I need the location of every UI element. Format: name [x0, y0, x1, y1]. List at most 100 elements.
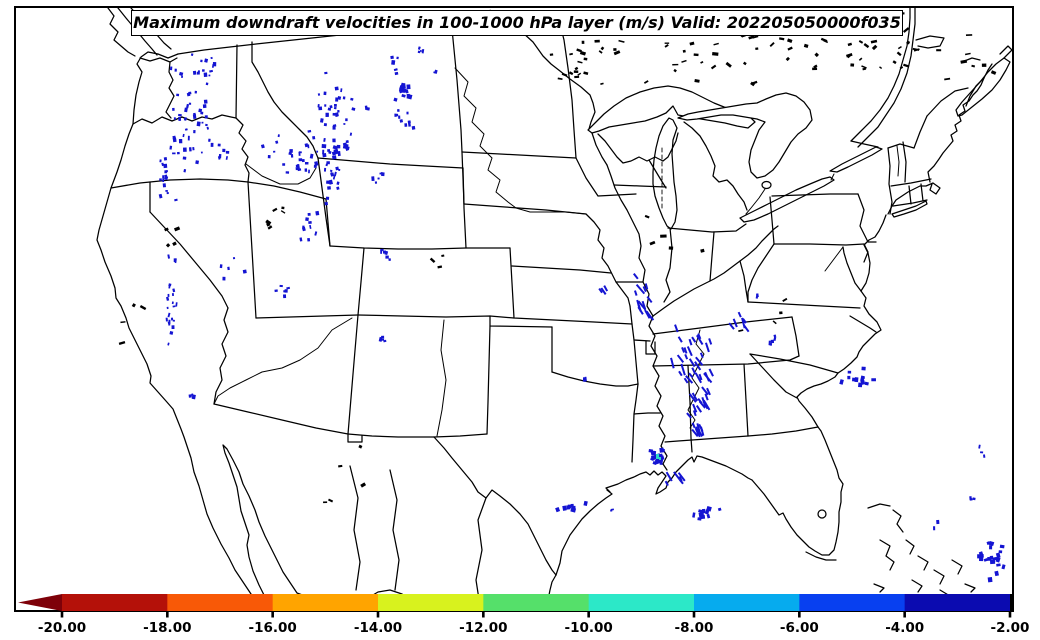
border-de-md: [863, 243, 869, 263]
border-or-id-snake: [235, 117, 250, 183]
rio-grande-nm: [436, 319, 447, 437]
border-mi-in-oh: [667, 223, 747, 233]
border-va-nc: [747, 301, 861, 309]
missouri-river-border: [585, 213, 631, 307]
missouri-river-dakotas: [454, 67, 587, 215]
border-40n-ne-ks: [511, 265, 612, 274]
coastline-puget: [139, 57, 178, 63]
colorbar-tick: [1008, 611, 1012, 618]
border-pa-south-mason-dixon: [773, 243, 865, 246]
colorbar-tick-label: -4.00: [885, 620, 924, 636]
island-grand-bahama: [867, 503, 891, 509]
border-ny-east: [887, 147, 893, 215]
island-bahama-7: [911, 579, 923, 593]
colorbar-tick-label: -10.00: [565, 620, 613, 636]
border-in-oh: [709, 231, 715, 282]
colorbar-tick: [166, 611, 169, 618]
island-andros: [879, 539, 895, 571]
border-nm-bootheel: [347, 433, 363, 443]
plot-title: Maximum downdraft velocities in 100-1000…: [131, 10, 903, 36]
border-ma-north: [890, 178, 932, 187]
border-mn-west-south: [575, 157, 637, 197]
st-lawrence-river: [850, 8, 911, 142]
coastline-delmarva-nj: [860, 214, 887, 292]
nova-scotia: [955, 57, 1011, 117]
gaspe-peninsula: [915, 35, 945, 49]
lake-ontario: [829, 146, 883, 173]
border-nh-me: [913, 115, 928, 149]
border-nd-sd: [461, 151, 577, 159]
border-ri-ma: [920, 183, 924, 202]
border-ma-south: [892, 199, 928, 207]
border-ca-az-colorado: [213, 307, 229, 405]
border-tn-south-35n: [652, 355, 800, 367]
colorbar-tick-label: -12.00: [459, 620, 507, 636]
coastline-atlantic-south: [796, 290, 882, 428]
border-tx-32n: [433, 433, 488, 438]
data-specks: [158, 46, 1006, 583]
basemap-outlines: [96, 8, 1012, 610]
island-bahama-6: [951, 559, 963, 575]
border-canada: [177, 28, 596, 130]
island-bahama-10: [873, 583, 885, 593]
border-vt-nh: [902, 141, 907, 183]
tennessee-river: [687, 329, 705, 429]
border-mt-east: [451, 28, 463, 153]
delaware-river: [857, 193, 877, 243]
snake-river: [245, 163, 317, 185]
colorbar-tick: [798, 611, 801, 618]
border-42n: [110, 178, 327, 200]
colorado-river-az: [213, 317, 353, 405]
border-ca-nv-diagonal: [149, 211, 229, 309]
border-ct-ri: [908, 185, 912, 205]
island-bahama-5: [933, 569, 945, 585]
colorbar-tick-label: -2.00: [991, 620, 1030, 636]
border-tn-nc: [791, 316, 800, 357]
st-lawrence-river-2: [857, 8, 916, 148]
lake-superior: [587, 85, 756, 134]
border-wi-il: [613, 184, 667, 188]
terrain-lake-speckles: [118, 9, 997, 504]
border-45n-ny-vt-nh: [887, 143, 915, 149]
colorbar-tick: [60, 611, 64, 618]
border-mo-ok-ar: [631, 323, 639, 385]
border-az-mexico: [213, 403, 349, 435]
border-mexico-chihuahua-coahuila: [475, 497, 487, 607]
island-bahama-4: [917, 555, 929, 571]
ohio-river: [652, 225, 779, 317]
st-lawrence-ontario-link: [850, 140, 879, 148]
border-la-ms-31n: [664, 439, 693, 443]
colorbar-tick: [482, 611, 485, 618]
florida-keys: [805, 551, 837, 561]
border-id-mt: [251, 41, 319, 159]
lake-champlain: [896, 145, 900, 177]
long-island: [891, 200, 928, 218]
cape-breton: [999, 45, 1012, 59]
coastline-bc: [107, 8, 136, 57]
border-me-north: [926, 87, 969, 117]
border-nm-west: [347, 314, 359, 435]
coastline-gulf: [555, 455, 753, 576]
border-ky-east: [739, 260, 749, 303]
border-ga-sc-savannah: [749, 353, 798, 399]
border-tx-nm-103w: [486, 325, 491, 435]
border-wa-or-columbia: [132, 114, 237, 125]
colorbar-tick: [271, 611, 274, 618]
border-ks-mo: [629, 305, 633, 325]
border-ar-tx-la: [631, 383, 639, 463]
border-ok-panhandle-top: [489, 315, 553, 328]
border-al-fl: [691, 435, 749, 441]
border-mexico-sonora-chihuahua: [389, 469, 400, 591]
colorbar-tick: [692, 611, 696, 618]
border-nm-south: [347, 433, 435, 438]
colorbar-tick-label: -6.00: [780, 620, 819, 636]
colorbar: -20.00 -18.00 -16.00 -14.00 -12.00 -10.00 -8.0…: [18, 594, 1029, 636]
colorbar-tick: [376, 611, 380, 618]
michigan-up-south-shore: [597, 132, 679, 164]
border-al-ms: [687, 365, 693, 453]
michigan-mitten-east: [683, 121, 748, 211]
border-pa-north: [771, 193, 859, 197]
border-wv-va: [747, 243, 775, 303]
border-wy-west: [317, 157, 331, 247]
